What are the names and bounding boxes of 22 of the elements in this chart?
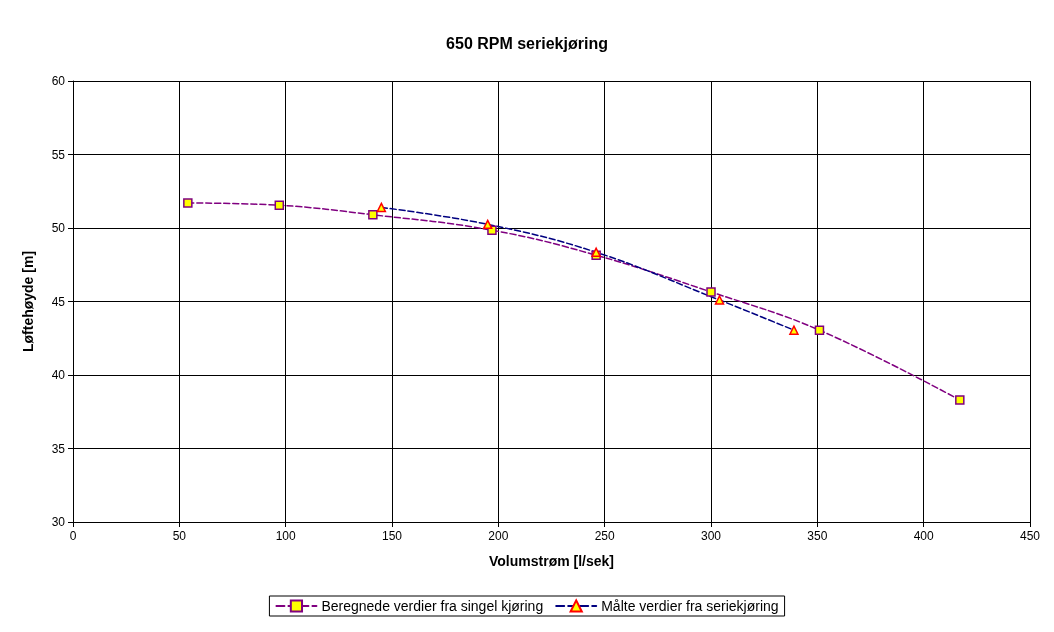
y-tick-label: 35 [51, 441, 66, 456]
x-tick-label: 400 [913, 529, 934, 543]
legend-label: Beregnede verdier fra singel kjøring [321, 598, 544, 614]
legend-label: Målte verdier fra seriekjøring [601, 598, 779, 614]
y-axis-title: Løftehøyde [m] [20, 250, 36, 353]
x-tick-label: 350 [807, 529, 828, 543]
x-tick-label: 0 [69, 529, 77, 543]
x-tick-label: 250 [594, 529, 615, 543]
y-tick-label: 40 [51, 368, 66, 382]
y-tick-label: 50 [51, 221, 66, 235]
y-tick-label: 45 [51, 294, 66, 309]
y-tick-label: 55 [51, 147, 66, 162]
x-tick-label: 200 [488, 529, 509, 543]
y-tick-label: 30 [51, 515, 66, 529]
x-axis-title: Volumstrøm [l/sek] [489, 553, 614, 569]
chart-title: 650 RPM seriekjøring [446, 34, 608, 52]
x-tick-label: 300 [700, 529, 722, 543]
x-tick-label: 150 [381, 529, 403, 543]
x-tick-label: 50 [172, 529, 187, 543]
x-tick-label: 450 [1019, 529, 1041, 543]
y-tick-label: 60 [51, 74, 66, 88]
x-tick-label: 100 [275, 529, 296, 543]
